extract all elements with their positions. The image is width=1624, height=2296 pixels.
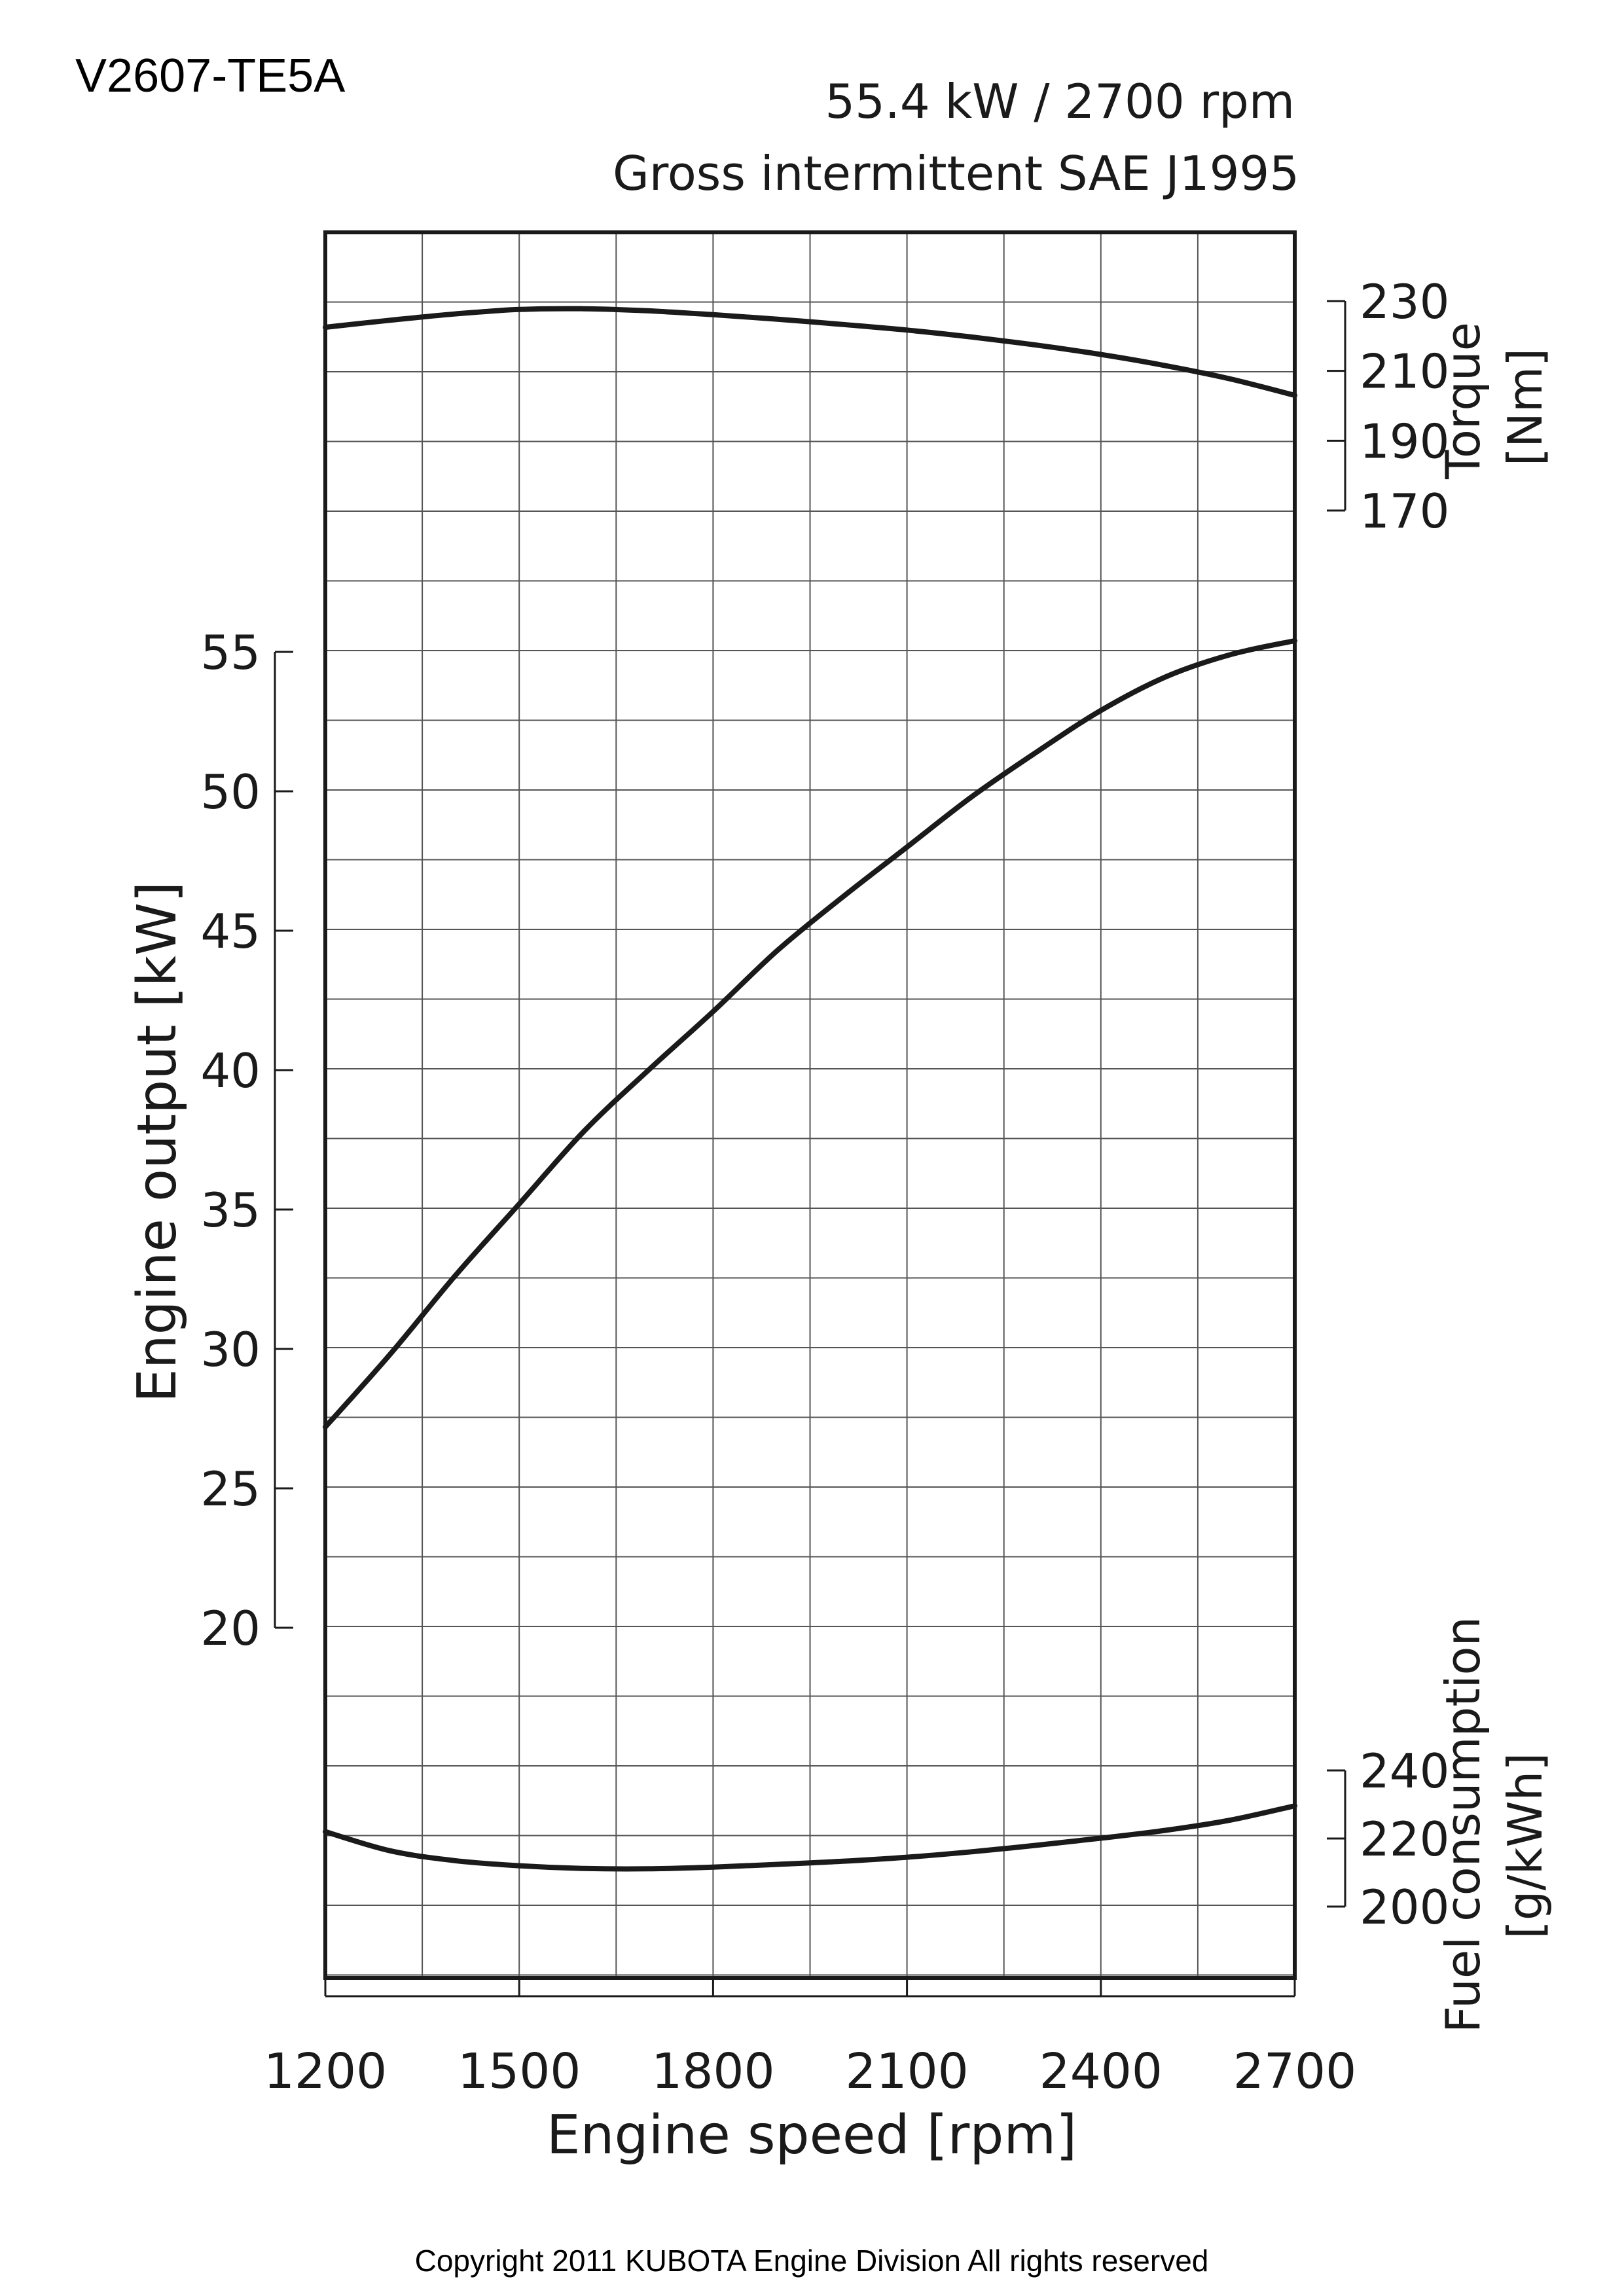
torque-tick-label: 210 (1360, 344, 1449, 399)
output-tick-label: 45 (200, 904, 261, 959)
fuel-tick-label: 200 (1360, 1880, 1449, 1935)
x-tick-label: 2400 (1039, 2043, 1163, 2100)
x-tick-label: 2100 (845, 2043, 968, 2100)
fuel-curve (323, 1803, 1297, 1872)
grid-lines (325, 232, 1295, 1978)
fuel-tick-label: 240 (1360, 1744, 1449, 1799)
plot-frame (323, 230, 1297, 1980)
x-axis-title: Engine speed [rpm] (547, 2104, 1077, 2166)
output-tick-label: 50 (200, 764, 261, 819)
output-tick-label: 55 (200, 625, 261, 680)
data-curves (323, 306, 1297, 1872)
x-tick-label: 1800 (651, 2043, 774, 2100)
output-curve (323, 638, 1297, 1430)
output-tick-label: 30 (200, 1322, 261, 1377)
x-tick-label: 1500 (458, 2043, 581, 2100)
output-tick-label: 40 (200, 1043, 261, 1098)
fuel-axis-title: Fuel consumption (1435, 1617, 1490, 2033)
standard-subtitle: Gross intermittent SAE J1995 (613, 146, 1299, 201)
x-tick-label: 1200 (264, 2043, 387, 2100)
output-tick-label: 35 (200, 1183, 261, 1238)
x-tick-label: 2700 (1233, 2043, 1356, 2100)
torque-axis-unit: [Nm] (1498, 348, 1553, 466)
rating-subtitle: 55.4 kW / 2700 rpm (825, 74, 1295, 129)
fuel-tick-label: 220 (1360, 1812, 1449, 1867)
output-axis-title: Engine output [kW] (126, 882, 189, 1403)
torque-tick-label: 170 (1360, 484, 1449, 539)
torque-tick-label: 230 (1360, 274, 1449, 329)
axes: 1200 1500 1800 2100 2400 2700 20 25 30 35 40 45 50 55… (200, 274, 1449, 2100)
fuel-axis-unit: [g/kWh] (1498, 1753, 1553, 1939)
torque-axis-title: Torque (1435, 322, 1490, 480)
torque-tick-label: 190 (1360, 414, 1449, 469)
model-title: V2607-TE5A (75, 50, 345, 102)
copyright-footer: Copyright 2011 KUBOTA Engine Division Al… (415, 2244, 1209, 2278)
output-tick-label: 25 (200, 1462, 261, 1516)
output-tick-label: 20 (200, 1601, 261, 1656)
torque-curve (323, 306, 1297, 398)
